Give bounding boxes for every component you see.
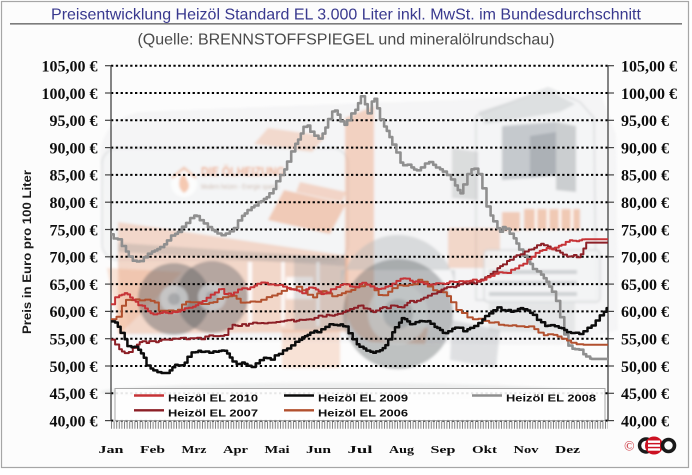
svg-text:Jul: Jul — [348, 444, 373, 456]
svg-text:Mai: Mai — [265, 444, 290, 456]
svg-text:85,00 €: 85,00 € — [50, 168, 98, 185]
svg-text:©: © — [624, 440, 635, 455]
svg-text:55,00 €: 55,00 € — [621, 332, 669, 349]
svg-text:60,00 €: 60,00 € — [621, 304, 669, 321]
svg-text:Dez: Dez — [555, 444, 580, 456]
svg-text:Heizöl EL 2006: Heizöl EL 2006 — [318, 408, 409, 419]
svg-text:50,00 €: 50,00 € — [50, 359, 98, 376]
svg-text:(Quelle: BRENNSTOFFSPIEGEL und: (Quelle: BRENNSTOFFSPIEGEL und mineralöl… — [137, 32, 554, 49]
svg-text:40,00 €: 40,00 € — [621, 413, 669, 430]
svg-text:DIE ÖLHEIZUNG: DIE ÖLHEIZUNG — [201, 164, 285, 179]
svg-text:105,00 €: 105,00 € — [621, 59, 677, 76]
svg-text:Apr: Apr — [223, 444, 248, 456]
svg-text:105,00 €: 105,00 € — [42, 59, 98, 76]
svg-text:70,00 €: 70,00 € — [50, 250, 98, 267]
svg-text:Modern heizen - Energie sparen: Modern heizen - Energie sparen — [201, 182, 279, 191]
svg-text:55,00 €: 55,00 € — [50, 332, 98, 349]
svg-text:40,00 €: 40,00 € — [50, 413, 98, 430]
svg-text:Mrz: Mrz — [182, 444, 207, 456]
svg-text:70,00 €: 70,00 € — [621, 250, 669, 267]
svg-text:45,00 €: 45,00 € — [50, 386, 98, 403]
svg-text:80,00 €: 80,00 € — [621, 195, 669, 212]
svg-text:100,00 €: 100,00 € — [42, 86, 98, 103]
svg-text:95,00 €: 95,00 € — [50, 113, 98, 130]
svg-text:60,00 €: 60,00 € — [50, 304, 98, 321]
svg-text:45,00 €: 45,00 € — [621, 386, 669, 403]
svg-text:75,00 €: 75,00 € — [50, 222, 98, 239]
svg-text:Sep: Sep — [431, 444, 456, 456]
svg-text:Feb: Feb — [140, 444, 165, 456]
svg-text:Heizöl EL 2010: Heizöl EL 2010 — [168, 394, 259, 405]
svg-text:Preis in Euro pro 100 Liter: Preis in Euro pro 100 Liter — [20, 170, 34, 334]
svg-text:95,00 €: 95,00 € — [621, 113, 669, 130]
svg-text:Heizöl EL 2009: Heizöl EL 2009 — [318, 394, 409, 405]
svg-text:80,00 €: 80,00 € — [50, 195, 98, 212]
svg-text:Jun: Jun — [306, 444, 331, 456]
svg-text:100,00 €: 100,00 € — [621, 86, 677, 103]
svg-text:90,00 €: 90,00 € — [50, 140, 98, 157]
svg-text:90,00 €: 90,00 € — [621, 140, 669, 157]
svg-text:Okt: Okt — [472, 444, 497, 456]
svg-text:75,00 €: 75,00 € — [621, 222, 669, 239]
svg-text:Nov: Nov — [514, 444, 540, 456]
svg-text:Heizöl EL 2008: Heizöl EL 2008 — [506, 394, 597, 405]
svg-text:Aug: Aug — [389, 444, 415, 456]
svg-text:65,00 €: 65,00 € — [621, 277, 669, 294]
svg-text:50,00 €: 50,00 € — [621, 359, 669, 376]
svg-text:65,00 €: 65,00 € — [50, 277, 98, 294]
svg-text:Preisentwicklung Heizöl Standa: Preisentwicklung Heizöl Standard EL 3.00… — [51, 7, 641, 24]
svg-text:85,00 €: 85,00 € — [621, 168, 669, 185]
svg-text:Heizöl EL 2007: Heizöl EL 2007 — [168, 408, 259, 419]
svg-text:Jan: Jan — [99, 444, 124, 456]
